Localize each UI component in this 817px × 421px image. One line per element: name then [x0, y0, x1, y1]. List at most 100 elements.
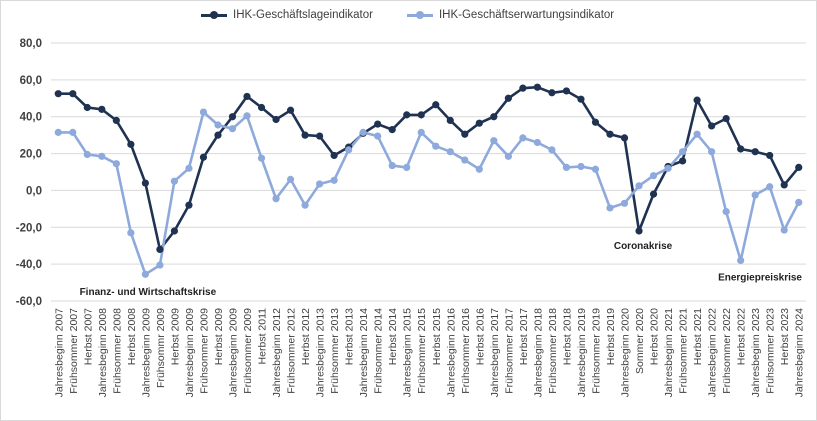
x-tick-label: Herbst 2013: [344, 308, 356, 365]
legend-label-geschaeftslage: IHK-Geschäftslageindikator: [233, 9, 373, 21]
y-tick-label: -40,0: [16, 259, 42, 271]
data-point-geschaeftslage: [228, 113, 237, 121]
data-point-geschaeftserwartung: [533, 138, 541, 147]
data-point-geschaeftserwartung: [214, 121, 222, 129]
data-point-geschaeftslage: [519, 84, 527, 92]
x-tick-label: Frühsommer 2021: [678, 308, 690, 394]
x-tick-label: Herbst 2022: [736, 308, 748, 365]
data-point-geschaeftserwartung: [635, 182, 643, 190]
data-point-geschaeftserwartung: [127, 229, 135, 237]
data-point-geschaeftserwartung: [766, 183, 774, 191]
x-tick-label: Herbst 2014: [387, 308, 399, 365]
data-point-geschaeftserwartung: [795, 198, 803, 207]
data-point-geschaeftslage: [475, 119, 483, 127]
annotation-coronakrise: Coronakrise: [614, 241, 673, 252]
data-point-geschaeftslage: [432, 101, 440, 109]
data-point-geschaeftslage: [388, 126, 396, 134]
series-line-geschaeftserwartung: [58, 110, 800, 276]
data-point-geschaeftslage: [141, 179, 149, 187]
x-tick-label: Herbst 2023: [779, 308, 791, 365]
data-point-geschaeftslage: [272, 115, 280, 124]
y-tick-label: 40,0: [20, 112, 42, 124]
data-point-geschaeftserwartung: [606, 204, 614, 212]
data-point-geschaeftslage: [562, 87, 571, 95]
x-tick-label: Jahresbeginn 2014: [358, 308, 370, 397]
data-point-geschaeftserwartung: [562, 163, 571, 171]
x-tick-label: Frühsommer 2019: [590, 308, 602, 394]
x-tick-label: Herbst 2009: [213, 308, 225, 365]
data-point-geschaeftslage: [766, 151, 774, 160]
x-tick-label: Herbst 2015: [431, 308, 443, 365]
data-point-geschaeftserwartung: [620, 199, 629, 207]
x-tick-label: Jahresbeginn 2007: [53, 308, 65, 397]
data-point-geschaeftslage: [83, 103, 91, 112]
x-tick-label: Herbst 2019: [605, 308, 617, 365]
x-tick-label: Jahresbeginn 2020: [620, 308, 632, 397]
data-point-geschaeftserwartung: [722, 208, 730, 216]
data-point-geschaeftslage: [199, 153, 208, 161]
data-point-geschaeftserwartung: [316, 180, 324, 188]
data-point-geschaeftserwartung: [577, 162, 585, 171]
annotation-energiepreiskrise: Energiepreiskrise: [718, 272, 802, 283]
data-point-geschaeftserwartung: [286, 175, 295, 183]
data-point-geschaeftserwartung: [737, 256, 745, 265]
y-tick-label: -20,0: [16, 222, 42, 234]
x-tick-label: Jahresbeginn 2009: [140, 308, 152, 397]
data-point-geschaeftserwartung: [417, 128, 425, 136]
data-point-geschaeftserwartung: [243, 112, 251, 120]
annotation-finanzkrise: Finanz- und Wirtschaftskrise: [80, 287, 217, 298]
data-point-geschaeftserwartung: [301, 201, 309, 209]
data-point-geschaeftserwartung: [199, 108, 208, 116]
data-point-geschaeftslage: [446, 116, 454, 124]
data-point-geschaeftslage: [678, 157, 687, 165]
x-tick-label: Jahresbeginn 2008: [97, 308, 109, 397]
x-tick-label: Herbst 2007: [82, 308, 94, 365]
data-point-geschaeftslage: [127, 140, 135, 148]
data-point-geschaeftserwartung: [330, 176, 338, 184]
data-point-geschaeftserwartung: [141, 270, 149, 278]
x-tick-label: Frühsommer 2012: [286, 308, 298, 394]
legend-item-geschaeftslage: IHK-Geschäftslageindikator: [201, 9, 373, 21]
x-tick-label: Frühsommer 2009: [242, 308, 254, 394]
data-point-geschaeftslage: [722, 114, 730, 123]
legend-item-geschaeftserwartung: IHK-Geschäftserwartungsindikator: [406, 9, 614, 21]
x-tick-label: Sommer 2020: [634, 308, 646, 374]
data-point-geschaeftserwartung: [751, 191, 759, 199]
data-point-geschaeftslage: [374, 120, 382, 128]
data-point-geschaeftslage: [635, 227, 643, 235]
data-point-geschaeftserwartung: [98, 152, 106, 160]
x-tick-label: Jahresbeginn 2019: [576, 308, 588, 397]
x-tick-label: Herbst 2016: [474, 308, 486, 365]
data-point-geschaeftslage: [257, 103, 266, 112]
data-point-geschaeftslage: [243, 92, 251, 101]
data-point-geschaeftserwartung: [519, 134, 527, 142]
y-tick-label: 80,0: [20, 38, 42, 50]
x-tick-label: Jahresbeginn 2023: [750, 308, 762, 397]
data-point-geschaeftserwartung: [54, 128, 62, 136]
x-tick-label: Frühsommer 2008: [111, 308, 123, 394]
data-point-geschaeftslage: [591, 118, 600, 126]
data-point-geschaeftslage: [693, 96, 701, 104]
data-point-geschaeftserwartung: [649, 172, 658, 180]
x-tick-label: Jahresbeginn 2012: [271, 308, 283, 397]
x-tick-label: Jahresbeginn 2017: [489, 308, 501, 397]
data-point-geschaeftserwartung: [388, 161, 396, 170]
x-tick-label: Jahresbeginn 2016: [445, 308, 457, 397]
y-tick-label: 0,0: [26, 185, 42, 197]
x-tick-label: Frühsommr 2009: [155, 308, 167, 388]
data-point-geschaeftslage: [708, 122, 716, 130]
x-tick-label: Jahresbeginn 2021: [663, 308, 675, 397]
data-point-geschaeftslage: [112, 116, 120, 124]
x-tick-label: Jahresbeginn 2022: [707, 308, 719, 397]
x-tick-label: Jahresbeginn 2013: [315, 308, 327, 397]
y-tick-label: 60,0: [20, 75, 42, 87]
x-tick-label: Frühsommer 2009: [198, 308, 210, 394]
x-tick-label: Herbst 2018: [561, 308, 573, 365]
data-point-geschaeftserwartung: [708, 148, 716, 156]
y-tick-label: -60,0: [16, 296, 42, 308]
data-point-geschaeftserwartung: [272, 195, 280, 203]
data-point-geschaeftserwartung: [359, 128, 367, 136]
x-tick-label: Jahresbeginn 2024: [794, 308, 806, 397]
x-tick-label: Frühsommer 2023: [765, 308, 777, 394]
